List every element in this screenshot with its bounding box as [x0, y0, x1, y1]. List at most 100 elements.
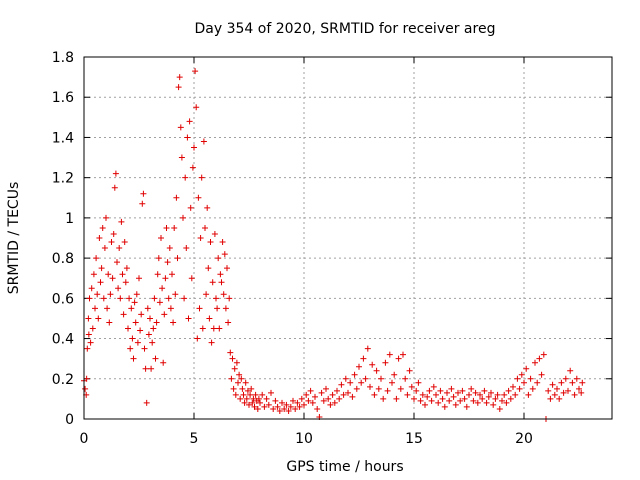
data-point: [154, 271, 161, 278]
data-point: [158, 235, 164, 241]
data-point: [180, 214, 186, 221]
data-point: [422, 401, 428, 408]
data-point: [309, 399, 316, 406]
data-point: [169, 271, 175, 278]
data-point: [103, 214, 109, 221]
data-point: [171, 224, 178, 231]
data-point: [193, 104, 200, 111]
data-point: [307, 387, 314, 394]
data-point: [415, 379, 422, 386]
data-point: [104, 305, 111, 312]
data-point: [347, 379, 354, 386]
data-point: [196, 305, 203, 312]
data-point: [215, 255, 222, 262]
data-point: [172, 291, 179, 298]
data-point: [247, 391, 254, 398]
axis-ticks: 0 0.2 0.4 0.6 0.8 1 1.2 1.4 1.6 1.8 0 5 10 15 20: [52, 50, 612, 447]
data-point: [239, 385, 246, 392]
data-point: [389, 379, 395, 386]
y-tick-label: 1.6: [52, 90, 74, 106]
data-point: [367, 383, 373, 390]
data-point: [413, 387, 420, 394]
data-point: [136, 275, 142, 282]
data-point: [426, 387, 433, 394]
data-point: [525, 391, 532, 398]
data-point: [170, 319, 177, 326]
data-point: [318, 389, 325, 396]
data-point: [391, 371, 398, 378]
y-tick-label: 1: [65, 211, 74, 227]
data-point: [216, 325, 223, 332]
data-point: [340, 391, 347, 398]
data-point: [218, 279, 225, 286]
data-point: [510, 383, 516, 390]
data-point: [259, 391, 266, 398]
data-point: [446, 397, 453, 404]
data-point: [257, 399, 263, 406]
data-point: [175, 84, 182, 91]
data-point: [496, 405, 503, 412]
data-point: [312, 393, 318, 400]
data-point: [481, 387, 488, 394]
data-point: [241, 399, 248, 406]
data-point: [177, 124, 184, 131]
data-point: [298, 395, 305, 402]
data-point: [419, 391, 426, 398]
data-point: [441, 403, 448, 410]
data-point: [351, 371, 358, 378]
data-point: [126, 295, 133, 302]
data-point: [93, 255, 100, 262]
data-point: [386, 351, 393, 358]
data-point: [249, 399, 256, 406]
data-point: [206, 315, 213, 322]
data-point: [358, 379, 365, 386]
data-point: [466, 391, 472, 398]
data-point: [105, 271, 112, 278]
data-point: [294, 399, 301, 406]
data-point: [331, 399, 338, 406]
data-point: [88, 285, 95, 292]
data-point: [360, 355, 367, 362]
data-point: [547, 395, 554, 402]
y-tick-label: 1.4: [52, 130, 74, 146]
data-point: [129, 335, 136, 342]
data-point: [143, 399, 150, 406]
data-point: [384, 387, 391, 394]
data-point: [459, 387, 466, 394]
data-point: [576, 385, 582, 392]
data-point: [187, 204, 194, 211]
data-point: [227, 349, 234, 356]
data-point: [430, 383, 437, 390]
y-tick-label: 0.4: [52, 332, 74, 348]
data-point: [210, 325, 217, 332]
data-point: [243, 395, 250, 402]
data-point: [494, 391, 501, 398]
data-point: [468, 385, 475, 392]
data-point: [185, 315, 192, 322]
data-point: [272, 397, 279, 404]
data-point: [571, 391, 578, 398]
data-point: [452, 401, 459, 408]
data-point: [336, 395, 343, 402]
data-point: [400, 351, 406, 358]
data-point: [97, 279, 104, 286]
data-point: [121, 239, 128, 246]
data-point: [209, 279, 216, 286]
data-point: [240, 391, 247, 398]
data-point: [242, 379, 249, 386]
data-point: [356, 363, 362, 370]
data-point: [84, 345, 91, 352]
data-point: [439, 395, 446, 402]
data-point: [96, 235, 103, 241]
data-point: [87, 339, 94, 346]
data-point: [323, 385, 329, 392]
data-point: [221, 251, 228, 258]
data-point: [320, 397, 327, 404]
data-point: [119, 271, 126, 278]
data-point: [186, 118, 193, 125]
data-point: [503, 399, 510, 406]
data-point: [380, 395, 387, 402]
data-point: [151, 295, 158, 302]
data-point: [152, 355, 159, 362]
data-point: [192, 68, 199, 75]
